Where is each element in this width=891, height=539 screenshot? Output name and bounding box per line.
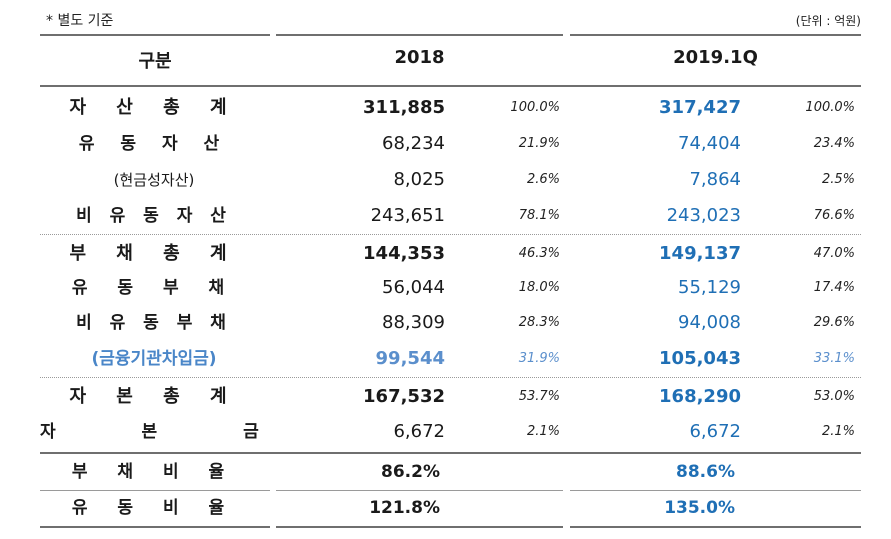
pct-2018: 2.6%: [526, 172, 560, 187]
value-2019: 105,043: [659, 348, 741, 369]
ratio-2018: 121.8%: [369, 498, 440, 518]
row-label: 자 산 총 계: [69, 97, 239, 118]
value-2018: 88,309: [382, 312, 445, 333]
row-label: 유 동 자 산: [78, 134, 230, 154]
pct-2019: 2.5%: [821, 172, 855, 187]
table-row: 부 채 총 계 144,353 46.3% 149,137 47.0%: [0, 236, 891, 272]
section-divider: [40, 234, 861, 235]
pct-2018: 31.9%: [518, 351, 560, 366]
table-row: 자 본 총 계 167,532 53.7% 168,290 53.0%: [0, 379, 891, 415]
header-top-rule: [40, 34, 270, 36]
row-label: 비 유 동 부 채: [76, 313, 232, 333]
ratio-2019: 135.0%: [664, 498, 735, 518]
pct-2019: 47.0%: [813, 246, 855, 261]
header-2019-1q: 2019.1Q: [673, 47, 758, 68]
pct-2018: 100.0%: [510, 100, 560, 115]
value-2019: 243,023: [666, 205, 741, 226]
pct-2018: 46.3%: [518, 246, 560, 261]
pct-2018: 53.7%: [518, 389, 560, 404]
table-row: (금융기관차입금) 99,544 31.9% 105,043 33.1%: [0, 341, 891, 377]
pct-2019: 23.4%: [813, 136, 855, 151]
table-row: 유 동 자 산 68,234 21.9% 74,404 23.4%: [0, 126, 891, 162]
value-2018: 311,885: [363, 97, 445, 118]
header-2018: 2018: [394, 47, 445, 68]
row-label: 비 유 동 자 산: [76, 206, 232, 226]
value-2018: 56,044: [382, 277, 445, 298]
pct-2019: 53.0%: [813, 389, 855, 404]
basis-note: * 별도 기준: [46, 13, 114, 29]
unit-label: (단위 : 억원): [795, 14, 861, 28]
row-label: 유 동 부 채: [71, 278, 237, 298]
value-2018: 144,353: [363, 243, 445, 264]
value-2018: 243,651: [370, 205, 445, 226]
pct-2018: 2.1%: [526, 424, 560, 439]
row-label: 자 본 총 계: [69, 386, 239, 407]
row-label: (금융기관차입금): [91, 349, 217, 369]
ratio-2018: 86.2%: [381, 462, 440, 482]
ratio-label: 부 채 비 율: [71, 462, 237, 482]
table-row: (현금성자산) 8,025 2.6% 7,864 2.5%: [0, 162, 891, 198]
header-bottom-rule: [40, 85, 861, 87]
ratio-2019: 88.6%: [676, 462, 735, 482]
pct-2018: 28.3%: [518, 315, 560, 330]
table-row: 자 본 금 6,672 2.1% 6,672 2.1%: [0, 414, 891, 450]
pct-2019: 29.6%: [813, 315, 855, 330]
row-label: (현금성자산): [113, 171, 195, 189]
table-row: 유 동 부 채 56,044 18.0% 55,129 17.4%: [0, 270, 891, 306]
table-row: 비 유 동 자 산 243,651 78.1% 243,023 76.6%: [0, 198, 891, 234]
ratio-label: 유 동 비 율: [71, 498, 237, 518]
pct-2019: 33.1%: [813, 351, 855, 366]
table-row: 비 유 동 부 채 88,309 28.3% 94,008 29.6%: [0, 305, 891, 341]
pct-2019: 17.4%: [813, 280, 855, 295]
value-2019: 7,864: [689, 169, 741, 190]
value-2019: 94,008: [678, 312, 741, 333]
pct-2019: 76.6%: [813, 208, 855, 223]
value-2019: 317,427: [659, 97, 741, 118]
table-row: 부 채 비 율 86.2% 88.6%: [0, 454, 891, 490]
pct-2019: 100.0%: [805, 100, 855, 115]
table-row: 유 동 비 율 121.8% 135.0%: [0, 490, 891, 526]
ratio-divider: [40, 452, 861, 454]
value-2018: 6,672: [393, 421, 445, 442]
table-bottom-rule: [40, 526, 270, 528]
value-2019: 168,290: [659, 386, 741, 407]
value-2019: 74,404: [678, 133, 741, 154]
pct-2018: 78.1%: [518, 208, 560, 223]
pct-2019: 2.1%: [821, 424, 855, 439]
value-2019: 6,672: [689, 421, 741, 442]
value-2018: 99,544: [375, 348, 445, 369]
section-divider: [40, 377, 861, 378]
row-label: 부 채 총 계: [69, 243, 239, 264]
value-2019: 55,129: [678, 277, 741, 298]
pct-2018: 21.9%: [518, 136, 560, 151]
pct-2018: 18.0%: [518, 280, 560, 295]
value-2019: 149,137: [659, 243, 741, 264]
table-row: 자 산 총 계 311,885 100.0% 317,427 100.0%: [0, 90, 891, 126]
row-label: 자 본 금: [40, 422, 299, 442]
header-category: 구분: [138, 51, 172, 72]
value-2018: 8,025: [393, 169, 445, 190]
value-2018: 68,234: [382, 133, 445, 154]
value-2018: 167,532: [363, 386, 445, 407]
